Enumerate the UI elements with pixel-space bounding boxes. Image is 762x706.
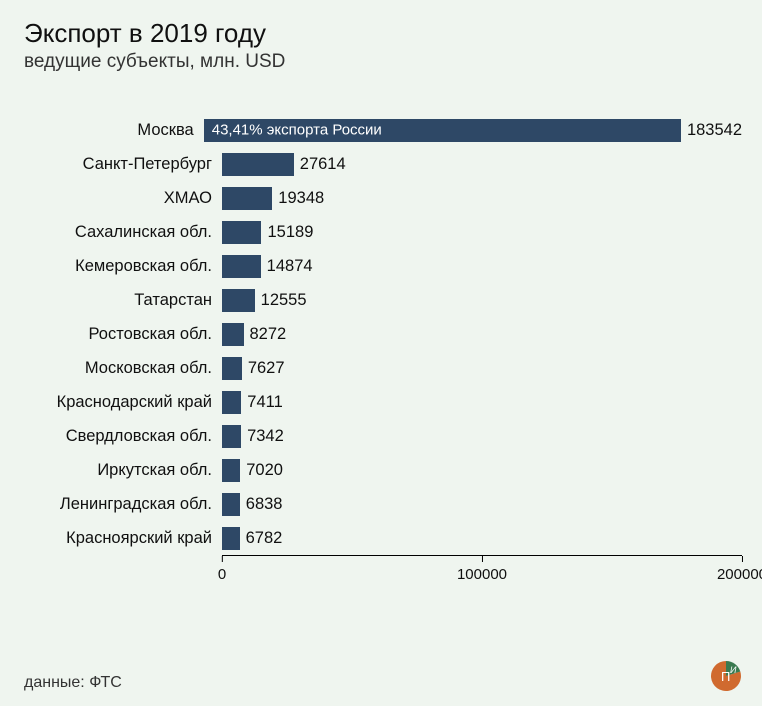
- category-label: Кемеровская обл.: [24, 257, 222, 276]
- bar-row: Ростовская обл. 8272: [24, 317, 742, 351]
- bar: [222, 289, 255, 312]
- logo-pie-icon: П И: [711, 661, 741, 691]
- bar: [222, 493, 240, 516]
- bar-value: 8272: [250, 325, 287, 344]
- bar: [222, 255, 261, 278]
- category-label: Краснодарский край: [24, 393, 222, 412]
- bar-row: ХМАО 19348: [24, 181, 742, 215]
- x-tick-label: 200000: [717, 566, 762, 583]
- category-label: Красноярский край: [24, 529, 222, 548]
- bar-track: 12555: [222, 283, 742, 317]
- category-label: Московская обл.: [24, 359, 222, 378]
- bar-value: 6838: [246, 495, 283, 514]
- category-label: Иркутская обл.: [24, 461, 222, 480]
- bar-value: 7627: [248, 359, 285, 378]
- bar-row: Московская обл. 7627: [24, 351, 742, 385]
- category-label: Татарстан: [24, 291, 222, 310]
- bar-row: Кемеровская обл. 14874: [24, 249, 742, 283]
- bar-value: 27614: [300, 155, 346, 174]
- bar: [222, 187, 272, 210]
- x-tick: 100000: [457, 556, 507, 583]
- bar-row: Иркутская обл. 7020: [24, 453, 742, 487]
- bar-value: 15189: [267, 223, 313, 242]
- bar-track: 15189: [222, 215, 742, 249]
- bar-value: 7020: [246, 461, 283, 480]
- x-tick: 0: [218, 556, 226, 583]
- bar-value: 183542: [687, 121, 742, 140]
- bar-row: Красноярский край 6782: [24, 521, 742, 555]
- data-source: данные: ФТС: [24, 674, 122, 692]
- chart-title: Экспорт в 2019 году: [24, 18, 742, 49]
- category-label: Ростовская обл.: [24, 325, 222, 344]
- bar: [222, 357, 242, 380]
- category-label: Ленинградская обл.: [24, 495, 222, 514]
- bar-value: 19348: [278, 189, 324, 208]
- bar-row: Сахалинская обл. 15189: [24, 215, 742, 249]
- bar: [222, 221, 261, 244]
- bar-value: 14874: [267, 257, 313, 276]
- bar-track: 14874: [222, 249, 742, 283]
- bar: 43,41% экспорта России: [204, 119, 681, 142]
- bar-value: 6782: [246, 529, 283, 548]
- chart-page: Экспорт в 2019 году ведущие субъекты, мл…: [0, 0, 762, 706]
- bar-row: Татарстан 12555: [24, 283, 742, 317]
- bar-track: 43,41% экспорта России 183542: [204, 113, 742, 147]
- bar: [222, 153, 294, 176]
- x-axis: 0100000200000: [222, 555, 742, 586]
- bar-track: 7627: [222, 351, 742, 385]
- bar-track: 7411: [222, 385, 742, 419]
- bar-track: 7342: [222, 419, 742, 453]
- bar-value: 7411: [247, 393, 282, 412]
- bar-value: 7342: [247, 427, 284, 446]
- bar: [222, 459, 240, 482]
- bar-row: Москва 43,41% экспорта России 183542: [24, 113, 742, 147]
- bar-track: 7020: [222, 453, 742, 487]
- category-label: Сахалинская обл.: [24, 223, 222, 242]
- x-tick-label: 0: [218, 566, 226, 583]
- bar: [222, 323, 244, 346]
- bar-row: Свердловская обл. 7342: [24, 419, 742, 453]
- x-tick: 200000: [717, 556, 762, 583]
- svg-text:И: И: [730, 665, 737, 675]
- bar-track: 27614: [222, 147, 742, 181]
- bar-row: Санкт-Петербург 27614: [24, 147, 742, 181]
- category-label: Свердловская обл.: [24, 427, 222, 446]
- bar: [222, 527, 240, 550]
- bar: [222, 391, 241, 414]
- category-label: Москва: [24, 121, 204, 140]
- bar-track: 19348: [222, 181, 742, 215]
- bar: [222, 425, 241, 448]
- bar-value: 12555: [261, 291, 307, 310]
- category-label: Санкт-Петербург: [24, 155, 222, 174]
- bar-annotation: 43,41% экспорта России: [212, 122, 382, 139]
- category-label: ХМАО: [24, 189, 222, 208]
- source-logo-icon: П И: [710, 660, 742, 692]
- svg-text:П: П: [721, 669, 730, 684]
- bar-track: 6838: [222, 487, 742, 521]
- bar-chart: Москва 43,41% экспорта России 183542 Санкт-…: [24, 113, 742, 555]
- chart-subtitle: ведущие субъекты, млн. USD: [24, 51, 742, 73]
- bar-row: Ленинградская обл. 6838: [24, 487, 742, 521]
- bar-row: Краснодарский край 7411: [24, 385, 742, 419]
- bar-track: 8272: [222, 317, 742, 351]
- x-tick-label: 100000: [457, 566, 507, 583]
- bar-track: 6782: [222, 521, 742, 555]
